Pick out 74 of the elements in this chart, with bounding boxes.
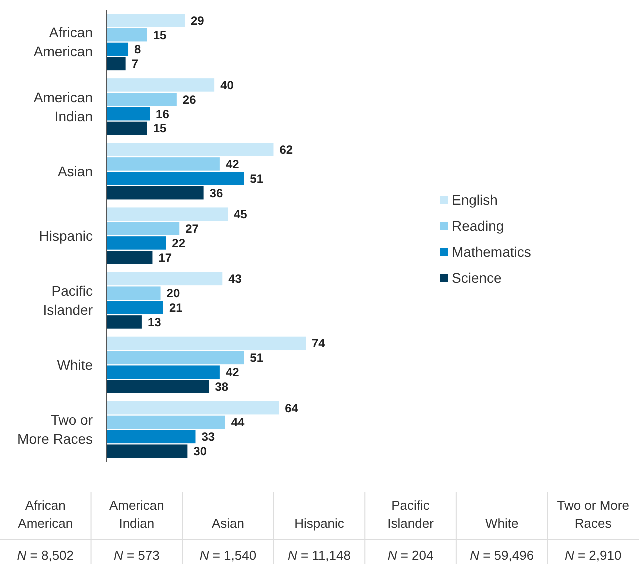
- data-label: 62: [280, 142, 294, 157]
- data-label: 16: [156, 107, 170, 122]
- data-label: 43: [228, 272, 242, 286]
- data-label: 64: [285, 401, 299, 416]
- bar: [107, 28, 148, 42]
- data-label: 26: [182, 92, 197, 107]
- data-label: 20: [166, 286, 180, 301]
- text: N = 1,540: [200, 548, 257, 563]
- data-label: 40: [220, 78, 234, 92]
- bar: [107, 430, 196, 444]
- legend-label: Science: [452, 270, 502, 286]
- bar: [107, 143, 274, 156]
- data-label: 15: [153, 122, 168, 136]
- bar: [107, 251, 153, 264]
- text: N = 204: [388, 548, 434, 563]
- bar: [107, 272, 223, 286]
- data-label: 21: [169, 300, 184, 315]
- bar: [107, 380, 210, 394]
- bar: [107, 57, 126, 71]
- bar: [107, 208, 228, 221]
- bar: [107, 301, 164, 314]
- y-tick-label: African American: [34, 24, 93, 60]
- bar: [107, 416, 226, 430]
- bar: [107, 316, 142, 329]
- bar: [107, 444, 188, 458]
- y-tick-label: Asian: [58, 163, 93, 180]
- data-label: 8: [134, 42, 142, 57]
- bar: [107, 401, 280, 415]
- bar: [107, 236, 166, 250]
- bar: [107, 158, 220, 171]
- bar: [107, 122, 148, 136]
- text: N = 59,496: [470, 548, 534, 563]
- bar: [107, 336, 306, 350]
- y-tick-label: Two or More Races: [18, 412, 94, 448]
- bar: [107, 366, 220, 379]
- bar: [107, 186, 204, 200]
- bar: [107, 78, 215, 92]
- bar: [107, 286, 161, 300]
- bar: [107, 222, 180, 236]
- data-label: 15: [153, 28, 168, 42]
- legend-label: Mathematics: [452, 244, 532, 260]
- data-label: 33: [202, 430, 216, 444]
- text: N = 2,910: [564, 548, 622, 563]
- data-label: 13: [148, 315, 162, 330]
- legend-label: English: [452, 192, 498, 208]
- data-label: 42: [226, 157, 240, 172]
- data-label: 36: [210, 186, 224, 200]
- bar: [107, 172, 244, 186]
- data-label: 74: [312, 336, 326, 351]
- legend-label: Reading: [452, 218, 504, 234]
- text: N = 573: [114, 548, 160, 563]
- data-label: 44: [231, 416, 245, 430]
- bar: [107, 351, 244, 365]
- bar: [107, 107, 150, 121]
- data-label: 7: [132, 57, 139, 72]
- bar: [107, 14, 185, 28]
- data-label: 30: [194, 444, 208, 459]
- data-label: 17: [158, 250, 172, 265]
- y-tick-label: White: [57, 357, 94, 374]
- data-label: 51: [250, 172, 264, 186]
- data-label: 22: [172, 236, 186, 250]
- bar: [107, 93, 177, 106]
- y-tick-label: Pacific Islander: [43, 282, 94, 318]
- data-label: 51: [250, 351, 264, 366]
- data-label: 45: [234, 208, 248, 222]
- y-tick-label: Hispanic: [39, 228, 93, 244]
- text: N = 8,502: [17, 548, 74, 563]
- data-label: 42: [226, 366, 240, 380]
- data-label: 38: [215, 380, 229, 394]
- y-tick-label: American Indian: [34, 89, 93, 124]
- data-label: 27: [186, 222, 200, 236]
- data-label: 29: [190, 14, 205, 28]
- text: N = 11,148: [288, 548, 352, 563]
- bar: [107, 42, 129, 56]
